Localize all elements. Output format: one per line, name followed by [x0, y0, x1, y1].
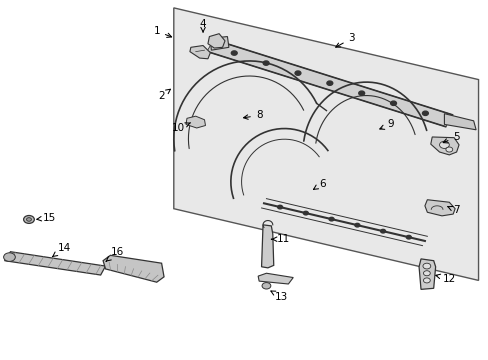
- Circle shape: [26, 218, 31, 221]
- Polygon shape: [206, 40, 452, 127]
- Polygon shape: [173, 8, 478, 280]
- Text: 3: 3: [335, 33, 354, 47]
- Circle shape: [231, 51, 237, 55]
- Polygon shape: [444, 114, 475, 130]
- Polygon shape: [189, 45, 210, 59]
- Text: 6: 6: [313, 179, 325, 189]
- Circle shape: [406, 235, 410, 239]
- Text: 5: 5: [442, 132, 459, 143]
- Circle shape: [354, 223, 359, 227]
- Circle shape: [422, 111, 427, 116]
- Polygon shape: [258, 273, 293, 284]
- Text: 1: 1: [153, 26, 171, 37]
- Polygon shape: [210, 37, 228, 50]
- Text: 10: 10: [172, 123, 190, 133]
- Polygon shape: [418, 259, 435, 289]
- Circle shape: [328, 217, 333, 221]
- Circle shape: [423, 271, 429, 276]
- Polygon shape: [430, 137, 458, 155]
- Circle shape: [422, 263, 430, 269]
- Circle shape: [423, 278, 429, 283]
- Text: 11: 11: [271, 234, 289, 244]
- Circle shape: [445, 147, 452, 152]
- Polygon shape: [207, 34, 224, 48]
- Circle shape: [294, 71, 300, 75]
- Text: 16: 16: [106, 247, 124, 261]
- Polygon shape: [261, 225, 273, 268]
- Circle shape: [23, 216, 34, 224]
- Circle shape: [262, 283, 270, 289]
- Circle shape: [390, 101, 396, 105]
- Text: 7: 7: [447, 206, 459, 216]
- Circle shape: [3, 253, 15, 261]
- Circle shape: [277, 205, 282, 209]
- Text: 14: 14: [52, 243, 71, 257]
- Polygon shape: [4, 252, 105, 275]
- Polygon shape: [185, 116, 205, 128]
- Text: 15: 15: [37, 213, 56, 222]
- Text: 12: 12: [435, 274, 455, 284]
- Circle shape: [326, 81, 332, 85]
- Text: 8: 8: [243, 111, 262, 121]
- Polygon shape: [424, 200, 454, 216]
- Circle shape: [358, 91, 364, 95]
- Circle shape: [439, 141, 448, 148]
- Text: 4: 4: [199, 19, 206, 32]
- Circle shape: [263, 61, 268, 65]
- Text: 9: 9: [379, 120, 393, 129]
- Text: 13: 13: [270, 291, 287, 302]
- Circle shape: [380, 229, 385, 233]
- Polygon shape: [103, 255, 163, 282]
- Circle shape: [303, 211, 307, 215]
- Text: 2: 2: [158, 89, 170, 101]
